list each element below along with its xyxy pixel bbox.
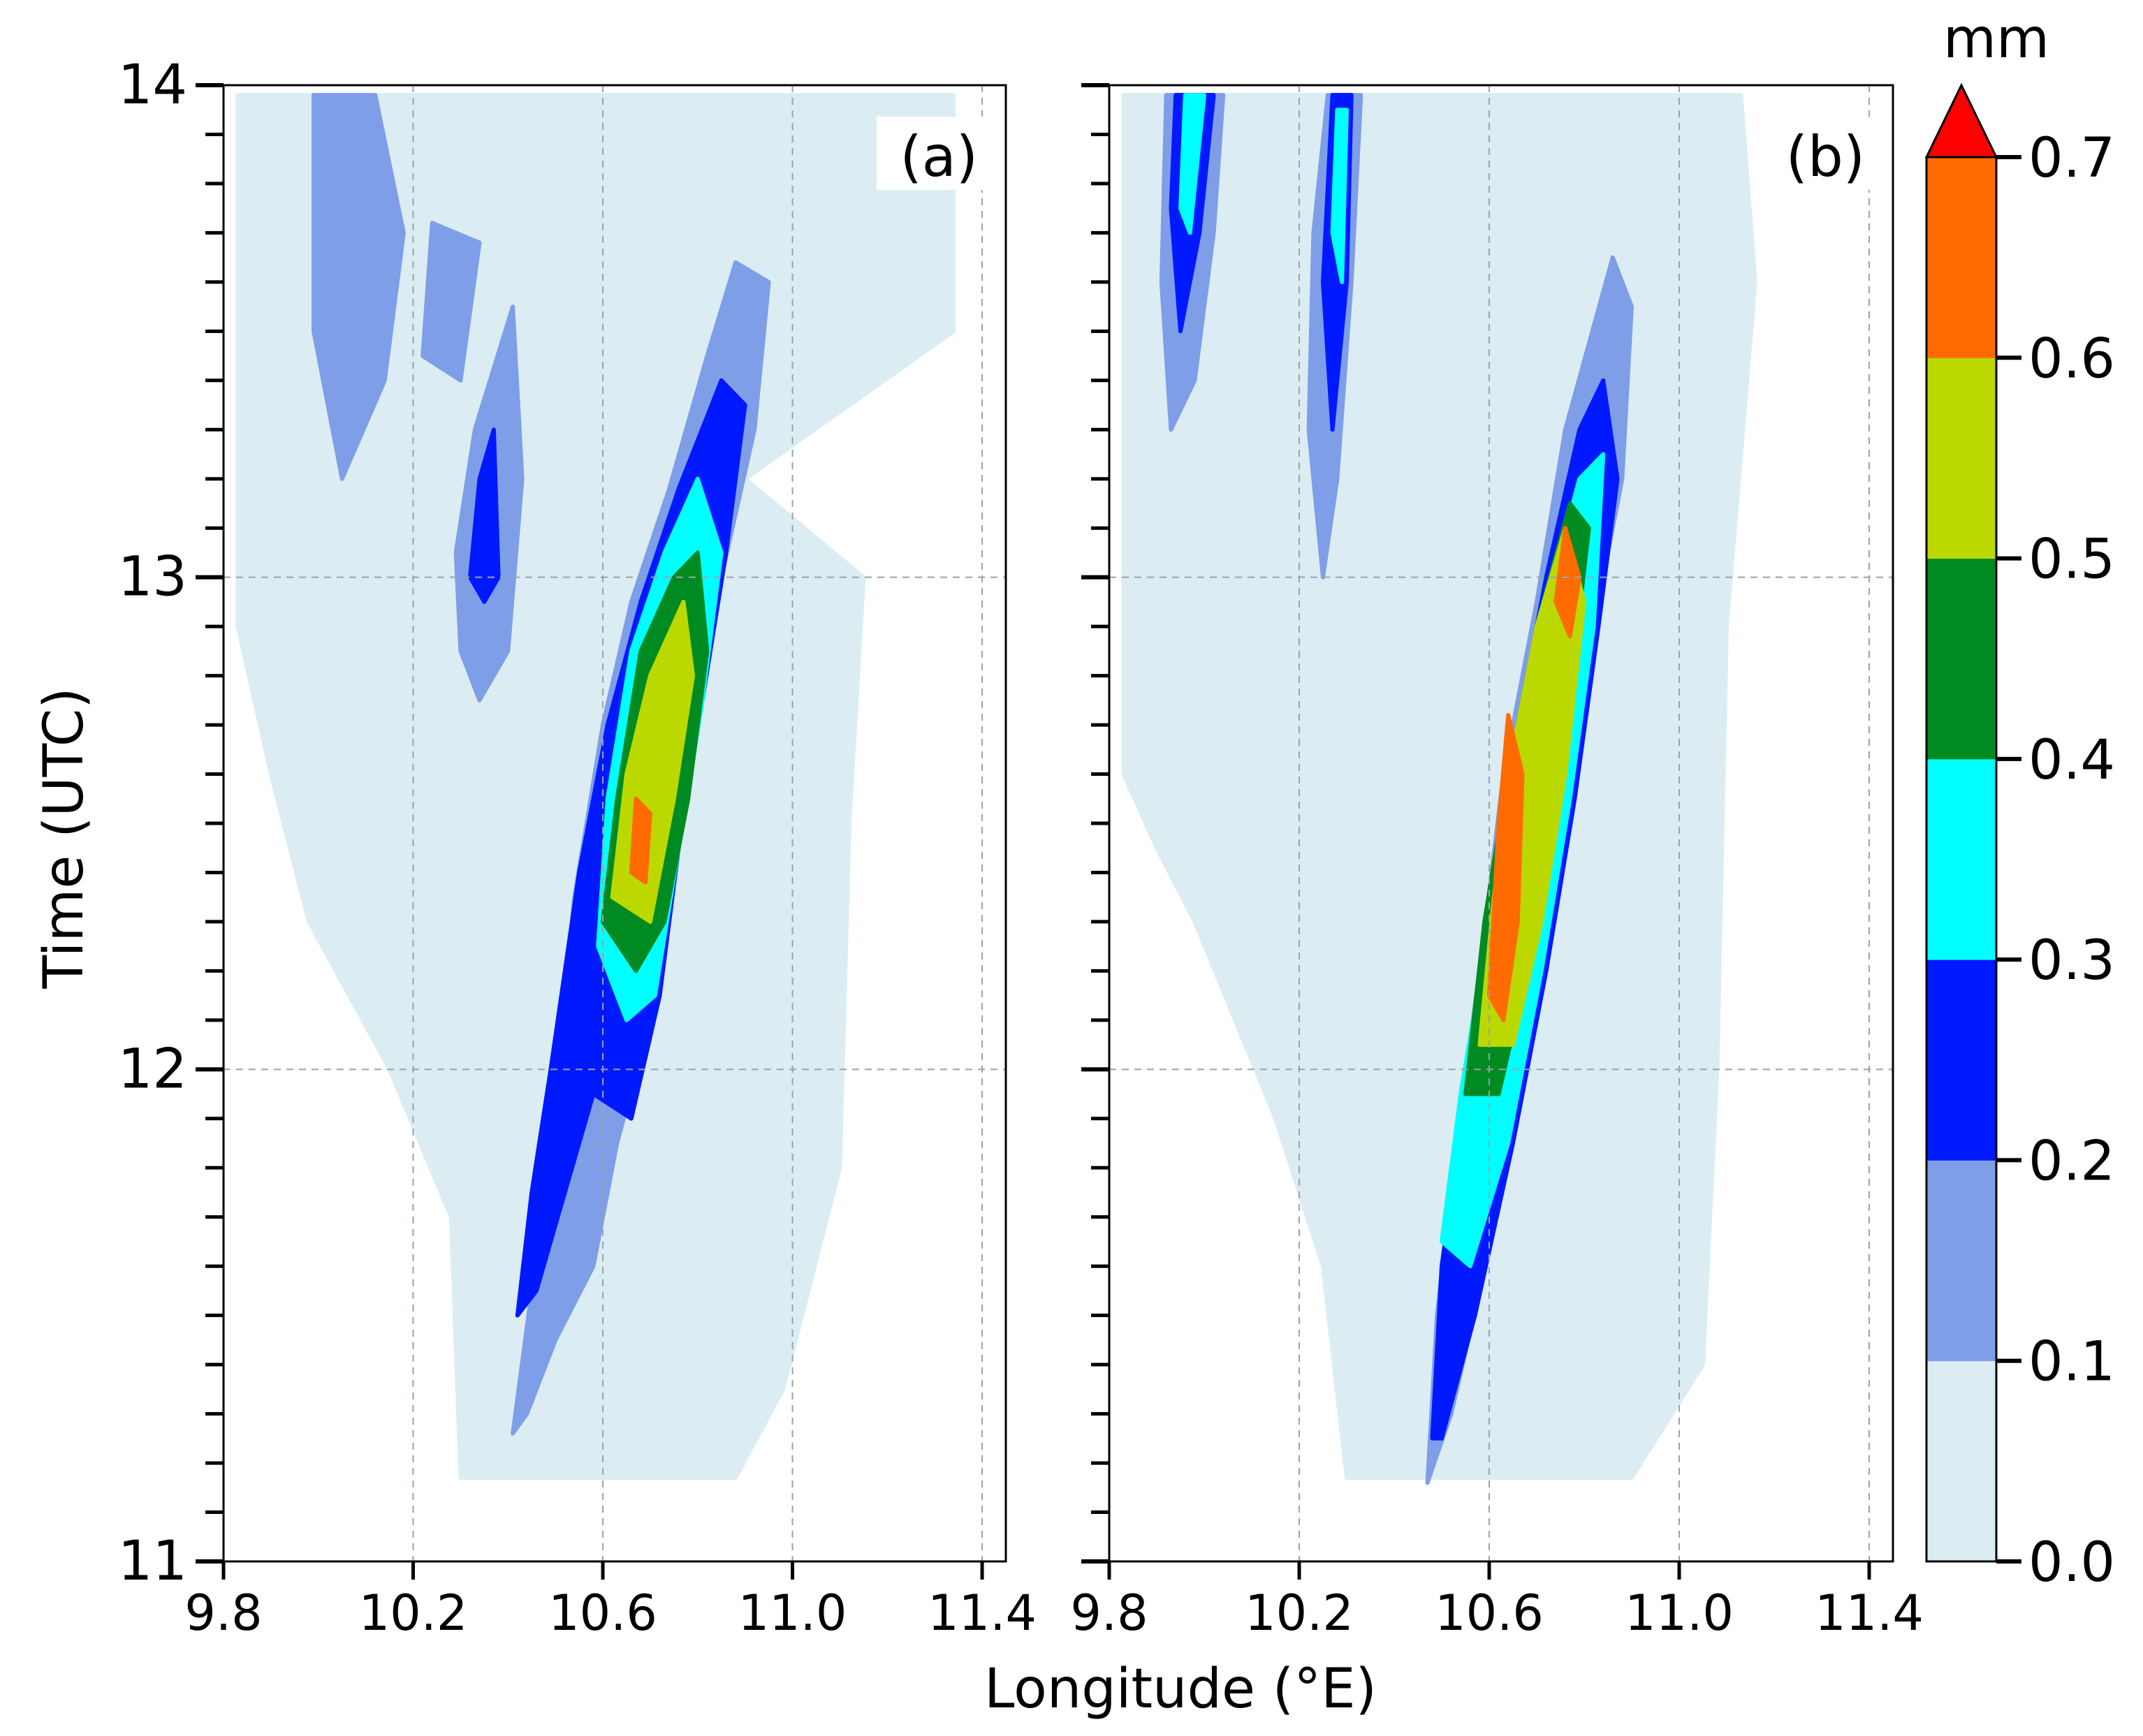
contour-band-peak-level-6 [629,796,652,885]
panel-b: 9.8 10.2 10.6 11.0 11.4 (b) [1070,83,1924,1642]
colorbar-segment [1926,1160,1996,1362]
x-tick-label: 11.4 [1815,1584,1924,1642]
colorbar-tick-label: 0.0 [2028,1531,2115,1594]
x-tick-label: 10.2 [1245,1584,1354,1642]
panel-label-background [1764,117,1875,190]
x-tick-label: 10.2 [359,1584,468,1642]
panel-label-background [877,117,988,190]
y-tick-label: 13 [118,546,187,609]
x-tick-label: 9.8 [184,1584,262,1642]
x-tick-label: 10.6 [1435,1584,1544,1642]
colorbar-tick-label: 0.5 [2028,529,2115,591]
colorbar-tick-label: 0.4 [2028,729,2115,792]
colorbar-segment [1926,959,1996,1161]
colorbar-tick-label: 0.7 [2028,127,2115,190]
colorbar-tick-label: 0.3 [2028,929,2115,992]
contour-band-secondary-band-level-3 [1330,108,1349,284]
colorbar-segment [1926,157,1996,358]
contour-band-upper-patch-level-1 [312,93,406,481]
colorbar-tick-label: 0.1 [2028,1331,2115,1394]
colorbar-segment [1926,358,1996,559]
colorbar-segment [1926,1360,1996,1562]
x-tick-label: 11.4 [928,1584,1037,1642]
y-tick-label: 12 [118,1038,187,1101]
x-tick-label: 11.0 [1625,1584,1734,1642]
colorbar-frame [1925,156,1998,1563]
panel-label: (b) [1786,124,1865,189]
panel-label: (a) [900,124,978,189]
y-tick-label: 14 [118,54,187,117]
x-tick-label: 9.8 [1070,1584,1148,1642]
colorbar: 0.0 0.1 0.2 0.3 0.4 0.5 0.6 0.7 mm [1924,8,2115,1594]
x-tick-label: 10.6 [548,1584,657,1642]
contour-band-peak-west-level-6 [1487,713,1525,1022]
colorbar-unit-label: mm [1943,8,2049,71]
colorbar-tick-label: 0.2 [2028,1130,2115,1193]
colorbar-segment [1926,558,1996,760]
contour-band-upper-middle-patch-level-1 [420,221,482,383]
panel-a: 9.8 10.2 10.6 11.0 11.4 11 12 13 14 (a) [118,54,1037,1642]
x-tick-label: 11.0 [738,1584,847,1642]
y-axis-label: Time (UTC) [33,687,96,989]
colorbar-tick-label: 0.6 [2028,328,2115,390]
contour-band-secondary-band-level-2 [468,427,501,604]
colorbar-extend-triangle [1924,82,1998,159]
contour-band-upper-band-level-3 [1178,93,1206,235]
x-axis-label: Longitude (°E) [984,1658,1377,1721]
y-tick-label: 11 [118,1530,187,1593]
colorbar-segment [1926,758,1996,960]
